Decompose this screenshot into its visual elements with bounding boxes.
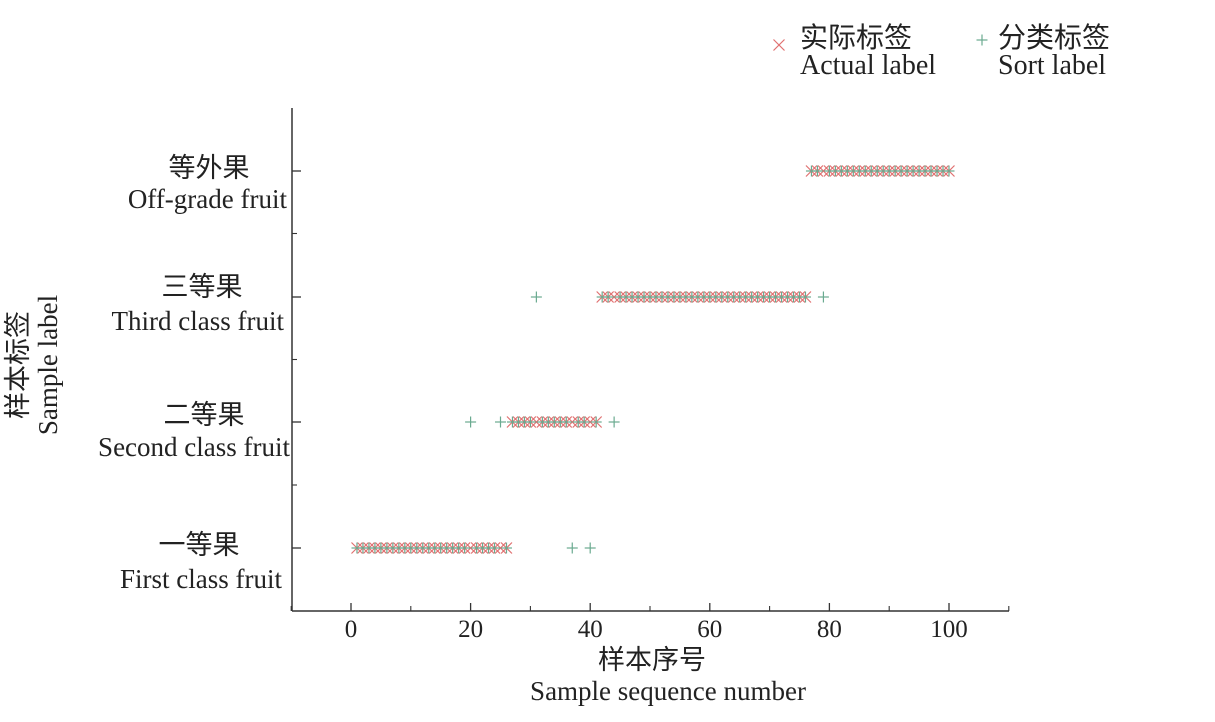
legend-marker-actual-label — [773, 39, 785, 51]
legend: 实际标签 Actual label 分类标签 Sort label — [773, 22, 1110, 81]
data-point-sort — [500, 542, 512, 554]
series-sort-label — [351, 165, 955, 554]
y-ticks — [292, 170, 301, 549]
x-tick-label: 0 — [345, 616, 358, 643]
category-label-en: Off-grade fruit — [128, 184, 288, 214]
data-point-sort — [578, 416, 590, 428]
legend-label-sort-en: Sort label — [998, 50, 1106, 81]
data-point-sort — [817, 291, 829, 303]
data-point-sort — [943, 165, 955, 177]
data-point-sort — [524, 416, 536, 428]
data-point-sort — [495, 416, 506, 428]
category-label-zh: 二等果 — [164, 400, 245, 430]
y-axis-title-zh: 样本标签 — [3, 311, 33, 419]
data-point-actual — [608, 291, 621, 303]
data-point-actual — [530, 416, 543, 428]
data-point-sort — [560, 416, 572, 428]
legend-label-sort-zh: 分类标签 — [998, 22, 1110, 54]
legend-label-actual-zh: 实际标签 — [800, 22, 912, 54]
category-label-en: First class fruit — [120, 564, 282, 594]
data-point-sort — [602, 291, 614, 303]
data-point-sort — [590, 416, 602, 428]
data-point-actual — [584, 416, 597, 428]
x-tick-label: 40 — [578, 616, 603, 643]
data-point-sort — [465, 416, 477, 428]
x-axis-title-zh: 样本序号 — [598, 645, 706, 675]
category-label-zh: 三等果 — [162, 272, 243, 302]
legend-plus-marker — [976, 34, 988, 46]
y-category-labels: 等外果 Off-grade fruit 三等果 Third class frui… — [98, 153, 290, 594]
data-point-actual — [566, 416, 579, 428]
data-point-actual — [494, 542, 507, 554]
x-tick-label: 60 — [697, 616, 722, 643]
x-tick-label: 80 — [817, 616, 842, 643]
x-tick-label: 100 — [930, 616, 968, 643]
x-axis-title-en: Sample sequence number — [530, 676, 806, 706]
legend-label-actual-en: Actual label — [800, 50, 936, 81]
axes — [291, 108, 1009, 612]
y-axis-title-en: Sample label — [33, 295, 63, 435]
category-label-zh: 一等果 — [159, 530, 240, 560]
data-point-sort — [566, 542, 578, 554]
data-point-sort — [799, 291, 811, 303]
data-point-sort — [459, 542, 471, 554]
category-label-en: Second class fruit — [98, 432, 290, 462]
series-actual-label — [351, 165, 955, 554]
x-tick-label: 20 — [458, 616, 483, 643]
data-point-sort — [608, 416, 620, 428]
data-point-sort — [584, 542, 596, 554]
data-point-sort — [811, 165, 823, 177]
x-ticks: 0 20 40 60 80 100 — [290, 603, 1010, 643]
data-point-sort — [489, 542, 501, 554]
category-label-zh: 等外果 — [169, 153, 250, 183]
data-point-sort — [530, 291, 542, 303]
data-point-actual — [817, 165, 830, 177]
category-label-en: Third class fruit — [112, 306, 285, 336]
legend-marker-sort-label — [976, 34, 988, 46]
data-point-actual — [464, 542, 477, 554]
legend-x-marker — [773, 39, 785, 51]
